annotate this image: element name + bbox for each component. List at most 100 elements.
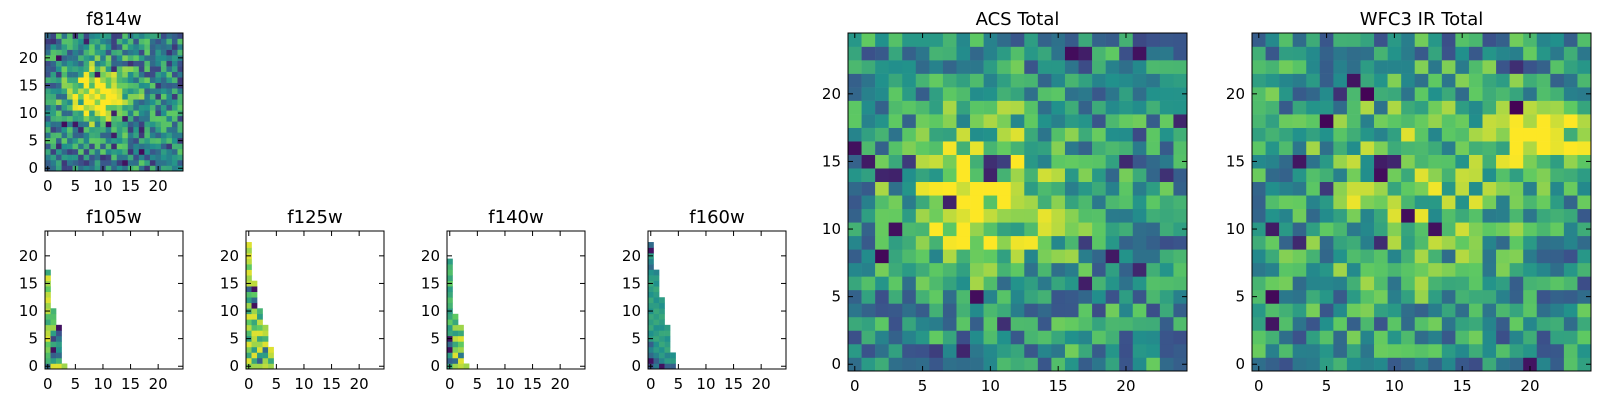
heatmap-cell [1064, 262, 1079, 277]
heatmap-cell [56, 363, 62, 370]
heatmap-cell [1523, 73, 1538, 88]
heatmap-cell [127, 88, 134, 95]
heatmap-cell [956, 33, 971, 47]
heatmap-cell [983, 60, 998, 74]
heatmap-cell [1010, 87, 1025, 101]
heatmap-cell [1577, 357, 1592, 372]
heatmap-cell [447, 258, 453, 265]
heatmap-cell [648, 247, 654, 254]
heatmap-cell [1159, 222, 1174, 237]
heatmap-cell [1387, 73, 1402, 88]
heatmap-cell [1292, 276, 1307, 291]
heatmap-cell [1279, 330, 1293, 345]
heatmap-cell [875, 60, 889, 74]
heatmap-cell [1387, 289, 1402, 304]
heatmap-cell [1146, 87, 1161, 101]
heatmap-cell [1132, 343, 1147, 358]
heatmap-cell [888, 33, 903, 47]
heatmap-cell [942, 60, 957, 74]
heatmap-cell [61, 104, 68, 111]
heatmap-cell [67, 82, 73, 89]
heatmap-cell [111, 55, 118, 61]
heatmap-cell [1064, 141, 1079, 155]
heatmap-cell [902, 73, 917, 88]
heatmap-cell [888, 249, 903, 264]
x-tick-label: 10 [495, 375, 514, 393]
heatmap-cell [50, 110, 57, 117]
heatmap-cell [1105, 154, 1120, 169]
heatmap-cell [1105, 60, 1120, 74]
heatmap-cell [1037, 303, 1052, 318]
heatmap-cell [1374, 289, 1388, 304]
heatmap-cell [1146, 168, 1161, 183]
heatmap-cell [1265, 60, 1280, 74]
heatmap-cell [116, 55, 123, 61]
heatmap-cell [144, 126, 151, 133]
heatmap-cell [1037, 330, 1052, 345]
heatmap-cell [1536, 303, 1551, 318]
heatmap-cell [1428, 168, 1443, 183]
heatmap-cell [89, 110, 95, 117]
heatmap-cell [1252, 87, 1266, 101]
heatmap-cell [983, 357, 998, 372]
heatmap-cell [447, 357, 453, 364]
heatmap-cell [1265, 33, 1280, 47]
heatmap-cell [149, 121, 156, 128]
heatmap-cell [1173, 222, 1188, 237]
heatmap-cell [116, 99, 123, 106]
heatmap-cell [1132, 181, 1147, 196]
heatmap-cell [1577, 154, 1592, 169]
heatmap-cell [1441, 114, 1456, 128]
heatmap-cell [1265, 141, 1280, 155]
heatmap-cell [1360, 222, 1375, 237]
heatmap-cell [902, 357, 917, 372]
heatmap-cell [915, 60, 930, 74]
heatmap-cell [1024, 127, 1039, 142]
heatmap-cell [1105, 141, 1120, 155]
heatmap-cell [83, 110, 90, 117]
heatmap-cell [670, 357, 676, 364]
heatmap-cell [648, 258, 654, 265]
heatmap-cell [1159, 33, 1174, 47]
heatmap-cell [970, 181, 984, 196]
heatmap-cell [1455, 316, 1470, 331]
heatmap-cell [1064, 289, 1079, 304]
heatmap-cell [1306, 357, 1321, 372]
heatmap-cell [915, 141, 930, 155]
heatmap-cell [257, 335, 263, 342]
heatmap-cell [902, 141, 917, 155]
heatmap-cell [166, 132, 173, 139]
heatmap-cell [133, 44, 140, 50]
heatmap-cell [1092, 46, 1106, 61]
heatmap-cell [1455, 276, 1470, 291]
y-tick-label: 5 [229, 330, 239, 348]
heatmap-cell [1333, 168, 1348, 183]
heatmap-cell [50, 60, 57, 67]
heatmap-cell [45, 148, 51, 155]
heatmap-cell [50, 341, 57, 348]
heatmap-cell [1265, 262, 1280, 277]
heatmap-cell [1455, 222, 1470, 237]
heatmap-cell [100, 60, 107, 67]
heatmap-cell [1550, 222, 1565, 237]
heatmap-cell [1563, 208, 1578, 223]
heatmap-cell [1509, 46, 1524, 61]
heatmap-cell [915, 249, 930, 264]
heatmap-cell [56, 115, 62, 122]
heatmap-cell [251, 346, 258, 353]
heatmap-cell [1346, 262, 1361, 277]
heatmap-cell [648, 269, 654, 276]
heatmap-cell [160, 143, 167, 150]
heatmap-cell [1482, 100, 1497, 115]
heatmap-cell [72, 60, 79, 67]
heatmap-cell [166, 60, 173, 67]
heatmap-cell [45, 286, 51, 293]
heatmap-cell [1374, 316, 1388, 331]
heatmap-cell [1051, 114, 1066, 128]
heatmap-cell [1333, 33, 1348, 47]
heatmap-cell [105, 132, 112, 139]
heatmap-cell [929, 114, 944, 128]
heatmap-cell [1441, 127, 1456, 142]
heatmap-cell [138, 60, 145, 67]
heatmap-cell [1132, 208, 1147, 223]
